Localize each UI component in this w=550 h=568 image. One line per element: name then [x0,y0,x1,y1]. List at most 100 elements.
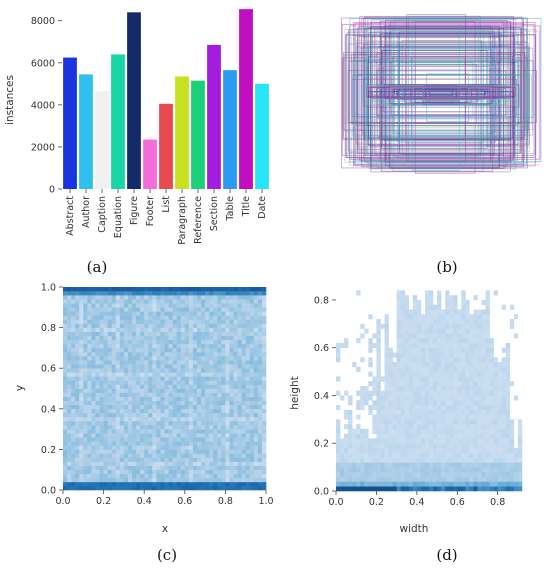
heatmap-cell [249,347,255,353]
heatmap-cell [253,295,259,300]
heatmap-cell [221,388,226,393]
heatmap-cell [123,291,129,296]
heatmap-cell [152,380,157,385]
heatmap-cell [180,445,186,450]
heatmap-cell [144,347,149,353]
heatmap-cell [184,445,190,450]
heatmap-cell [257,453,263,458]
heatmap-cell [156,335,161,341]
heatmap-cell [384,400,389,406]
heatmap-cell [79,372,84,377]
heatmap-cell [156,392,161,397]
heatmap-cell [103,465,108,470]
heatmap-cell [241,445,246,450]
heatmap-cell [180,457,186,462]
heatmap-cell [501,376,507,382]
heatmap-cell [87,351,92,357]
heatmap-cell [136,339,141,345]
heatmap-cell [420,481,426,487]
heatmap-cell [115,368,121,373]
heatmap-cell [172,473,177,479]
heatmap-cell [473,467,478,473]
heatmap-cell [509,419,515,425]
heatmap-cell [63,425,68,430]
heatmap-cell [388,347,393,353]
heatmap-cell [160,485,165,491]
heatmap-cell [372,424,377,430]
heatmap-cell [400,342,406,349]
heatmap-cell [412,443,418,449]
heatmap-cell [136,376,141,381]
heatmap-cell [63,287,68,292]
heatmap-cell [111,347,117,353]
heatmap-cell [424,471,430,477]
heatmap-cell [416,405,422,411]
heatmap-cell [184,368,190,373]
heatmap-cell [164,425,169,430]
heatmap-cell [140,388,145,393]
heatmap-cell [156,416,161,422]
y-axis-label: y [14,385,26,391]
heatmap-cell [176,396,182,401]
x-tick-label: 0.0 [328,497,343,508]
heatmap-cell [416,395,422,401]
heatmap-cell [376,395,381,401]
bar-list [159,103,173,189]
heatmap-cell [497,371,503,377]
heatmap-cell [257,287,263,292]
heatmap-cell [75,469,80,475]
heatmap-cell [196,429,202,434]
heatmap-cell [140,323,145,328]
heatmap-cell [184,408,190,414]
heatmap-cell [229,449,234,454]
heatmap-cell [384,347,389,353]
heatmap-cell [152,473,157,479]
heatmap-cell [156,465,161,470]
heatmap-cell [420,376,426,382]
heatmap-cell [75,323,80,328]
heatmap-cell [119,295,125,300]
heatmap-cell [123,351,129,357]
heatmap-cell [79,368,84,373]
heatmap-cell [441,467,446,473]
heatmap-cell [485,481,490,487]
heatmap-cell [340,395,345,401]
heatmap-cell [83,287,88,292]
heatmap-cell [176,449,182,454]
heatmap-cell [453,328,458,334]
heatmap-cell [404,471,410,477]
heatmap-cell [192,319,198,324]
heatmap-cell [115,396,121,401]
heatmap-cell [485,319,490,325]
heatmap-cell [123,441,129,446]
heatmap-cell [372,333,377,339]
heatmap-cell [225,351,230,357]
heatmap-cell [71,445,76,450]
heatmap-cell [217,473,222,479]
heatmap-cell [229,425,234,430]
heatmap-cell [123,323,129,328]
heatmap-cell [192,331,198,337]
heatmap-cell [376,333,381,339]
heatmap-cell [83,339,88,345]
heatmap-cell [91,396,96,401]
heatmap-cell [261,433,267,438]
heatmap-cell [465,385,470,391]
heatmap-cell [445,357,450,363]
heatmap-cell [79,457,84,462]
bounding-box [348,30,530,153]
heatmap-cell [392,428,397,434]
heatmap-cell [424,366,430,372]
heatmap-cell [176,400,182,406]
heatmap-cell [79,380,84,385]
heatmap-cell [148,408,153,414]
y-tick-label: 8000 [31,16,55,27]
heatmap-cell [79,315,84,320]
heatmap-cell [107,449,113,454]
heatmap-cell [237,295,242,300]
heatmap-cell [428,438,434,444]
heatmap-cell [368,409,373,415]
heatmap-cell [396,486,401,492]
heatmap-cell [127,376,133,381]
heatmap-cell [408,376,414,382]
